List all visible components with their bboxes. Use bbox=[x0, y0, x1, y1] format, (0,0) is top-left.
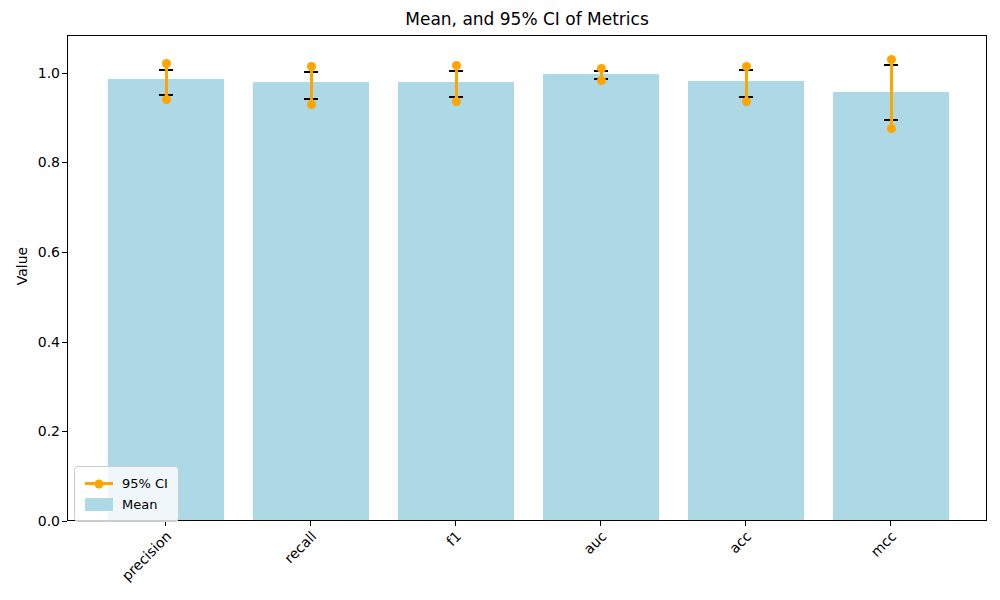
ci-dot-bottom-mcc bbox=[887, 124, 896, 133]
y-tick-0.0 bbox=[62, 521, 67, 522]
bar-acc bbox=[688, 81, 804, 520]
y-tick-0.6 bbox=[62, 252, 67, 253]
ci-dot-bottom-acc bbox=[742, 97, 751, 106]
bar-precision bbox=[108, 79, 224, 520]
x-tick-label-acc: acc bbox=[726, 528, 754, 556]
x-tick-f1 bbox=[455, 521, 456, 526]
y-tick-0.2 bbox=[62, 431, 67, 432]
ci-dot-top-f1 bbox=[452, 61, 461, 70]
ci-dot-top-auc bbox=[597, 64, 606, 73]
x-tick-label-f1: f1 bbox=[443, 528, 464, 549]
legend-label-mean: Mean bbox=[122, 497, 157, 512]
y-tick-label-0.0: 0.0 bbox=[0, 512, 60, 530]
y-tick-label-1.0: 1.0 bbox=[0, 64, 60, 82]
ci-dot-top-precision bbox=[162, 59, 171, 68]
ci-errorbar-legend-icon bbox=[85, 482, 113, 485]
x-tick-label-precision: precision bbox=[118, 528, 174, 584]
x-tick-auc bbox=[600, 521, 601, 526]
ci-dot-top-recall bbox=[307, 62, 316, 71]
legend-item-ci: 95% CI bbox=[85, 473, 168, 494]
bar-mcc bbox=[833, 92, 949, 520]
ci-dot-bottom-f1 bbox=[452, 97, 461, 106]
x-tick-mcc bbox=[890, 521, 891, 526]
y-tick-0.8 bbox=[62, 162, 67, 163]
y-tick-label-0.4: 0.4 bbox=[0, 333, 60, 351]
plot-area bbox=[67, 35, 987, 521]
figure: Mean, and 95% CI of Metrics Value 95% CI… bbox=[0, 0, 1000, 600]
ci-line-recall bbox=[310, 66, 313, 104]
mean-bar-legend-icon bbox=[85, 498, 113, 511]
ci-line-precision bbox=[165, 64, 168, 99]
x-tick-recall bbox=[310, 521, 311, 526]
ci-line-mcc bbox=[890, 59, 893, 128]
x-tick-label-recall: recall bbox=[281, 528, 319, 566]
ci-dot-icon bbox=[95, 479, 104, 488]
ci-dot-bottom-auc bbox=[597, 76, 606, 85]
x-tick-label-auc: auc bbox=[580, 528, 609, 557]
x-tick-label-mcc: mcc bbox=[867, 528, 899, 560]
bar-f1 bbox=[398, 82, 514, 520]
ci-dot-bottom-recall bbox=[307, 100, 316, 109]
y-tick-0.4 bbox=[62, 342, 67, 343]
bar-auc bbox=[543, 74, 659, 520]
chart-title: Mean, and 95% CI of Metrics bbox=[67, 9, 987, 29]
x-tick-acc bbox=[745, 521, 746, 526]
ci-dot-top-mcc bbox=[887, 55, 896, 64]
legend-label-ci: 95% CI bbox=[122, 476, 168, 491]
y-tick-label-0.6: 0.6 bbox=[0, 243, 60, 261]
bar-recall bbox=[253, 82, 369, 520]
y-tick-label-0.2: 0.2 bbox=[0, 422, 60, 440]
ci-dot-top-acc bbox=[742, 62, 751, 71]
y-tick-label-0.8: 0.8 bbox=[0, 153, 60, 171]
y-tick-1.0 bbox=[62, 73, 67, 74]
legend-item-mean: Mean bbox=[85, 494, 168, 515]
ci-dot-bottom-precision bbox=[162, 95, 171, 104]
legend: 95% CI Mean bbox=[74, 466, 179, 522]
